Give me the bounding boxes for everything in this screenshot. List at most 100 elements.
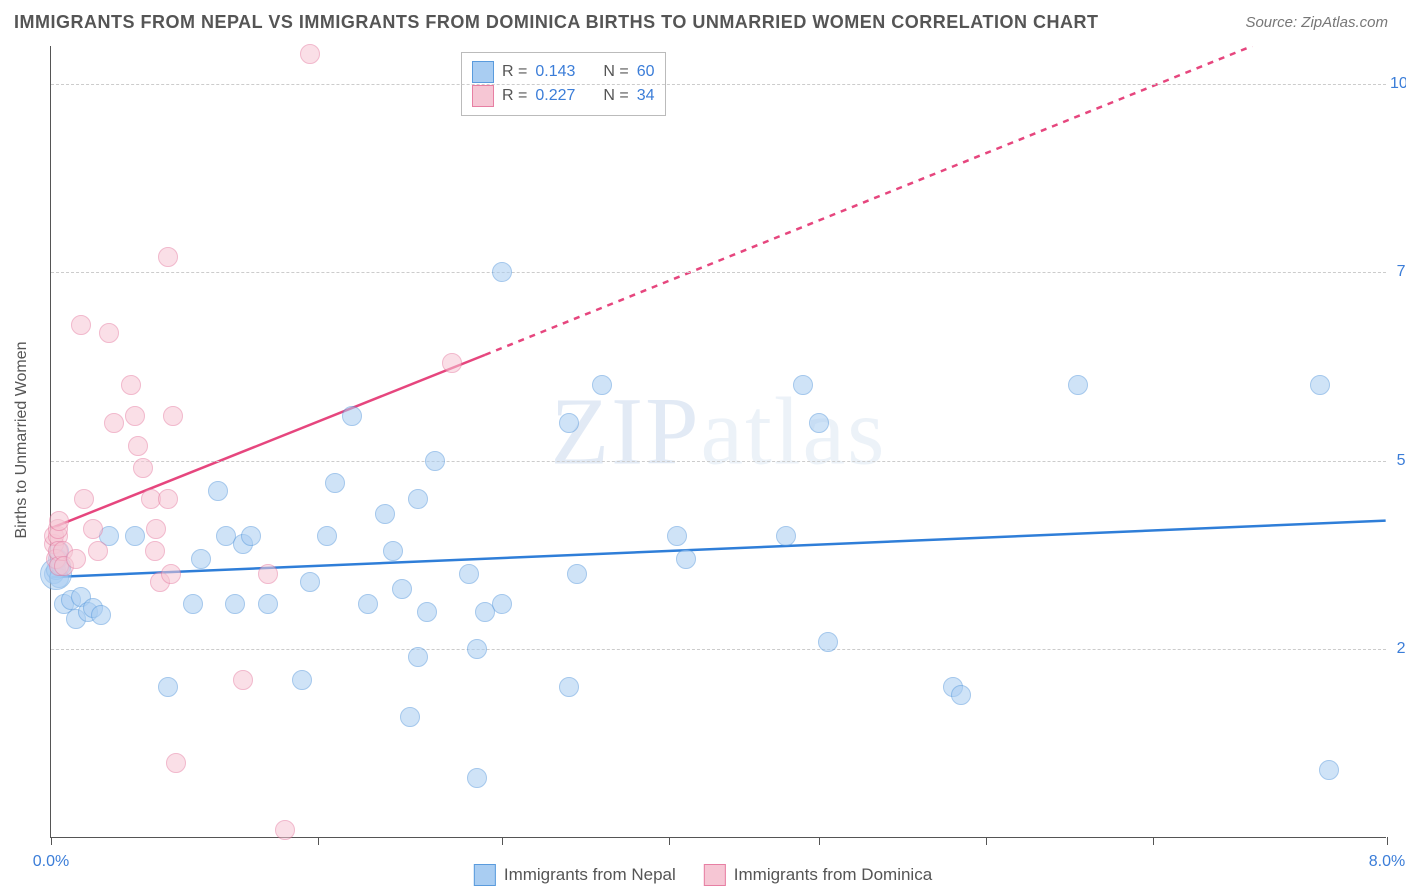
data-point-dominica: [161, 564, 181, 584]
r-value: 0.227: [535, 87, 575, 105]
source-attribution: Source: ZipAtlas.com: [1245, 14, 1388, 31]
data-point-nepal: [667, 526, 687, 546]
legend-row-dominica: R = 0.227 N = 34: [472, 85, 655, 107]
data-point-nepal: [375, 504, 395, 524]
data-point-dominica: [74, 489, 94, 509]
data-point-nepal: [292, 670, 312, 690]
data-point-dominica: [145, 541, 165, 561]
data-point-nepal: [342, 406, 362, 426]
legend-label-nepal: Immigrants from Nepal: [504, 865, 676, 885]
scatter-plot-area: ZIPatlas R =0.143N =60R =0.227N =34 25.0…: [50, 46, 1386, 838]
data-point-dominica: [146, 519, 166, 539]
legend-label-dominica: Immigrants from Dominica: [734, 865, 932, 885]
gridline: [51, 461, 1386, 462]
x-tick: [318, 837, 319, 845]
y-axis-title: Births to Unmarried Women: [13, 341, 31, 538]
data-point-dominica: [300, 44, 320, 64]
data-point-nepal: [793, 375, 813, 395]
data-point-nepal: [241, 526, 261, 546]
data-point-nepal: [400, 707, 420, 727]
data-point-nepal: [818, 632, 838, 652]
data-point-dominica: [233, 670, 253, 690]
data-point-nepal: [408, 489, 428, 509]
data-point-nepal: [459, 564, 479, 584]
data-point-dominica: [88, 541, 108, 561]
data-point-nepal: [417, 602, 437, 622]
data-point-dominica: [158, 489, 178, 509]
y-tick-label: 100.0%: [1390, 75, 1406, 93]
data-point-dominica: [83, 519, 103, 539]
data-point-nepal: [317, 526, 337, 546]
legend-row-nepal: R =0.143N =60: [472, 61, 655, 83]
data-point-nepal: [325, 473, 345, 493]
chart-title: IMMIGRANTS FROM NEPAL VS IMMIGRANTS FROM…: [14, 12, 1098, 33]
n-label: N =: [603, 63, 628, 81]
r-label: R =: [502, 87, 527, 105]
data-point-nepal: [559, 413, 579, 433]
data-point-nepal: [467, 768, 487, 788]
series-legend: Immigrants from Nepal Immigrants from Do…: [474, 864, 932, 886]
swatch-icon: [472, 61, 494, 83]
data-point-nepal: [592, 375, 612, 395]
data-point-nepal: [1319, 760, 1339, 780]
x-tick: [1387, 837, 1388, 845]
x-tick: [502, 837, 503, 845]
data-point-dominica: [166, 753, 186, 773]
data-point-nepal: [567, 564, 587, 584]
data-point-nepal: [383, 541, 403, 561]
gridline: [51, 649, 1386, 650]
data-point-nepal: [1310, 375, 1330, 395]
data-point-nepal: [208, 481, 228, 501]
x-tick-label: 8.0%: [1369, 853, 1405, 871]
n-label: N =: [603, 87, 628, 105]
x-tick-label: 0.0%: [33, 853, 69, 871]
data-point-nepal: [358, 594, 378, 614]
gridline: [51, 272, 1386, 273]
data-point-dominica: [49, 511, 69, 531]
legend-item-nepal: Immigrants from Nepal: [474, 864, 676, 886]
data-point-nepal: [300, 572, 320, 592]
x-tick: [986, 837, 987, 845]
data-point-dominica: [71, 315, 91, 335]
x-tick: [51, 837, 52, 845]
data-point-dominica: [133, 458, 153, 478]
data-point-nepal: [676, 549, 696, 569]
y-tick-label: 50.0%: [1390, 452, 1406, 470]
data-point-nepal: [258, 594, 278, 614]
data-point-dominica: [158, 247, 178, 267]
data-point-dominica: [125, 406, 145, 426]
data-point-dominica: [121, 375, 141, 395]
data-point-nepal: [559, 677, 579, 697]
data-point-nepal: [425, 451, 445, 471]
y-tick-label: 25.0%: [1390, 640, 1406, 658]
swatch-nepal: [474, 864, 496, 886]
data-point-dominica: [128, 436, 148, 456]
data-point-nepal: [392, 579, 412, 599]
swatch-icon: [472, 85, 494, 107]
data-point-nepal: [467, 639, 487, 659]
n-value: 34: [637, 87, 655, 105]
n-value: 60: [637, 63, 655, 81]
data-point-nepal: [408, 647, 428, 667]
data-point-nepal: [183, 594, 203, 614]
data-point-nepal: [191, 549, 211, 569]
data-point-dominica: [163, 406, 183, 426]
y-tick-label: 75.0%: [1390, 263, 1406, 281]
data-point-nepal: [492, 262, 512, 282]
data-point-dominica: [258, 564, 278, 584]
data-point-dominica: [66, 549, 86, 569]
data-point-nepal: [91, 605, 111, 625]
legend-item-dominica: Immigrants from Dominica: [704, 864, 932, 886]
gridline: [51, 84, 1386, 85]
x-tick: [669, 837, 670, 845]
x-tick: [1153, 837, 1154, 845]
data-point-dominica: [442, 353, 462, 373]
data-point-dominica: [99, 323, 119, 343]
data-point-nepal: [492, 594, 512, 614]
trend-lines: [51, 46, 1386, 837]
data-point-nepal: [776, 526, 796, 546]
data-point-nepal: [225, 594, 245, 614]
data-point-nepal: [158, 677, 178, 697]
data-point-nepal: [1068, 375, 1088, 395]
data-point-dominica: [104, 413, 124, 433]
